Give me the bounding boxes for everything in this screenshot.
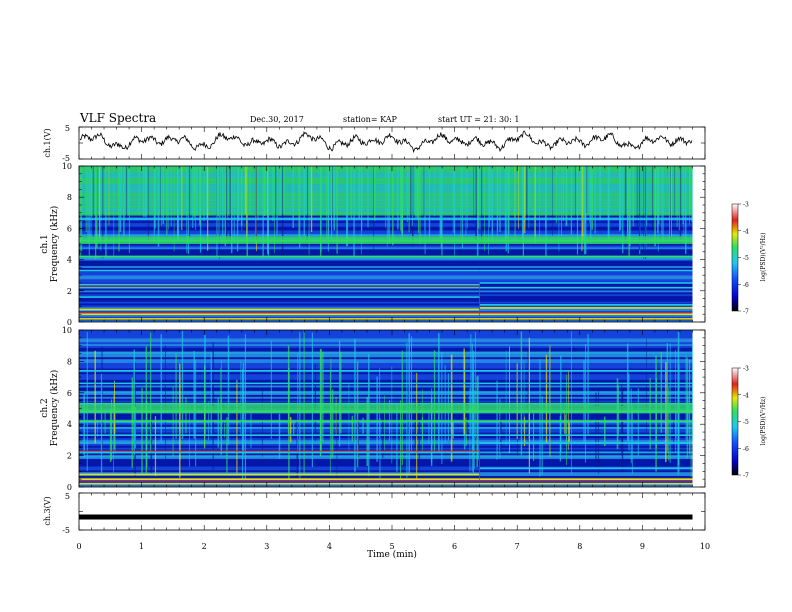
time-axis-label: Time (min) [367, 549, 417, 560]
ch1-colorbar-label: log(PSD)(V²/Hz) [760, 233, 767, 282]
ch1-colorbar-tick--7: -7 [743, 309, 749, 316]
ch1-spectrogram-ylabel: Frequency (kHz) [49, 206, 60, 283]
time-tick-label-8: 8 [577, 542, 582, 551]
ch2-colorbar-tick--3: -3 [743, 366, 749, 373]
ch2-colorbar-tick--6: -6 [743, 446, 749, 453]
ch1-freq-tick-10: 10 [62, 162, 72, 171]
ch1-ytick-top: 5 [65, 124, 70, 133]
ch3-waveform-panel: 5 -5 ch.3(V) [43, 492, 706, 535]
ch2-spectrogram-panel: 0 2 4 6 8 10 ch.2 Frequency (kHz) -3 -4 -5 -6 -7 … [40, 326, 767, 492]
station-label: station= KAP [343, 115, 398, 124]
ch1-colorbar-tick--3: -3 [743, 202, 749, 209]
ch1-waveform-trace [79, 130, 693, 154]
time-tick-label-4: 4 [327, 542, 332, 551]
ch1-colorbar: -3 -4 -5 -6 -7 log(PSD)(V²/Hz) [731, 202, 767, 316]
ch2-colorbar-tick--7: -7 [743, 473, 749, 480]
ch1-freq-tick-0: 0 [67, 318, 72, 327]
ch2-freq-tick-6: 6 [67, 389, 72, 398]
time-tick-label-0: 0 [76, 542, 81, 551]
ch2-colorbar-label: log(PSD)(V²/Hz) [760, 397, 767, 446]
time-tick-label-1: 1 [139, 542, 144, 551]
ch3-ytick-top: 5 [65, 492, 70, 501]
ch1-colorbar-tick--6: -6 [743, 282, 749, 289]
ch2-colorbar-tick--4: -4 [743, 392, 749, 399]
ch1-colorbar-tick--5: -5 [743, 255, 749, 262]
figure-title: VLF Spectra [79, 111, 156, 125]
ch3-waveform-ylabel: ch.3(V) [43, 496, 52, 525]
ch1-ytick-bottom: -5 [62, 154, 70, 163]
ch1-colorbar-tick--4: -4 [743, 228, 749, 235]
time-tick-label-3: 3 [264, 542, 269, 551]
ch2-freq-tick-8: 8 [67, 357, 72, 366]
time-tick-label-7: 7 [515, 542, 520, 551]
ch2-freq-tick-0: 0 [67, 483, 72, 492]
ch1-freq-tick-4: 4 [67, 256, 72, 265]
time-tick-label-6: 6 [452, 542, 457, 551]
time-tick-label-2: 2 [202, 542, 207, 551]
ch2-spectrogram-ylabel: Frequency (kHz) [49, 370, 60, 447]
ch2-freq-tick-2: 2 [67, 452, 72, 461]
ch2-freq-tick-10: 10 [62, 326, 72, 335]
ch3-ytick-bottom: -5 [62, 526, 70, 535]
time-tick-label-10: 10 [700, 542, 710, 551]
ch1-spectrogram-panel: 0 2 4 6 8 10 ch.1 Frequency (kHz) -3 -4 -5 -6 -7 … [40, 162, 767, 327]
ch2-spectrogram-channel: ch.2 [40, 398, 50, 417]
time-axis: 0 1 2 3 4 5 6 7 8 9 10 [76, 127, 710, 551]
start-ut-label: start UT = 21: 30: 1 [438, 115, 519, 124]
ch1-spectrogram-image [79, 166, 705, 322]
ch1-waveform-ylabel: ch.1(V) [43, 128, 52, 157]
ch1-waveform-panel: 5 -5 ch.1(V) [43, 124, 706, 163]
date-label: Dec.30, 2017 [250, 115, 304, 124]
ch2-freq-tick-4: 4 [67, 420, 72, 429]
ch1-freq-tick-8: 8 [67, 193, 72, 202]
time-tick-label-5: 5 [389, 542, 394, 551]
ch2-spectrogram-image [79, 330, 705, 487]
ch2-colorbar-tick--5: -5 [743, 419, 749, 426]
ch2-colorbar: -3 -4 -5 -6 -7 log(PSD)(V²/Hz) [731, 366, 767, 480]
time-tick-label-9: 9 [640, 542, 645, 551]
ch1-freq-tick-6: 6 [67, 224, 72, 233]
ch1-freq-tick-2: 2 [67, 287, 72, 296]
ch1-spectrogram-channel: ch.1 [40, 234, 50, 253]
